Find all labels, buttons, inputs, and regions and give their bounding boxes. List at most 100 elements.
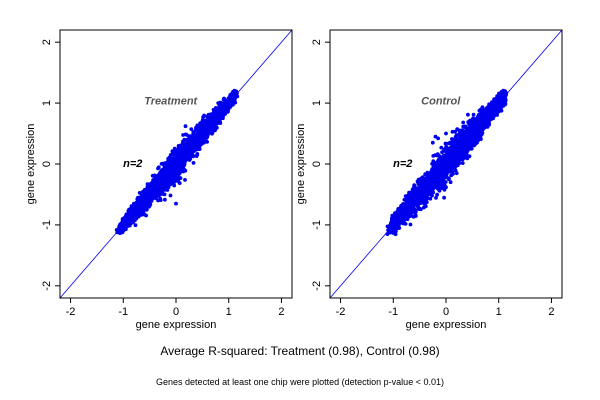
data-point — [416, 177, 421, 182]
data-point — [443, 141, 448, 146]
data-point — [457, 132, 462, 136]
data-point — [144, 213, 149, 218]
data-point — [430, 161, 434, 166]
data-point — [442, 195, 446, 200]
data-point — [433, 169, 438, 174]
data-point — [453, 154, 458, 159]
data-point — [428, 171, 433, 176]
data-point — [139, 199, 144, 204]
data-point — [473, 142, 477, 147]
data-point — [484, 121, 488, 125]
data-point — [134, 216, 139, 221]
data-point — [389, 225, 394, 230]
sample-size-label: n=2 — [393, 158, 412, 170]
data-point — [202, 130, 207, 135]
data-point — [405, 204, 410, 208]
x-axis-label: gene expression — [406, 319, 487, 331]
data-point — [197, 147, 202, 152]
data-point — [394, 229, 398, 234]
data-point — [152, 173, 157, 178]
data-point — [471, 123, 475, 127]
data-point — [162, 164, 167, 169]
data-point — [163, 197, 167, 202]
outlier-point — [158, 171, 163, 176]
data-point — [133, 212, 138, 216]
data-point — [402, 207, 407, 212]
data-point — [419, 188, 424, 193]
data-point — [465, 147, 469, 152]
data-point — [424, 200, 429, 205]
data-point — [213, 122, 218, 127]
data-point — [471, 126, 475, 131]
data-point — [471, 112, 476, 117]
data-point — [200, 126, 205, 131]
data-point — [218, 121, 223, 125]
data-point — [180, 141, 185, 146]
data-point — [218, 113, 223, 118]
data-point — [177, 159, 182, 164]
data-point — [460, 161, 465, 166]
data-point — [450, 166, 454, 171]
data-point — [168, 169, 173, 174]
data-point — [417, 197, 421, 202]
data-point — [503, 99, 508, 103]
data-point — [209, 115, 214, 119]
data-point — [478, 117, 483, 122]
data-point — [427, 181, 432, 186]
x-tick-label: 2 — [278, 306, 284, 318]
data-point — [148, 202, 153, 207]
y-axis-label: gene expression — [295, 124, 307, 205]
outlier-point — [195, 153, 200, 157]
data-point — [163, 178, 168, 183]
outlier-point — [174, 201, 178, 206]
data-point — [181, 149, 186, 154]
data-point — [449, 141, 454, 146]
data-point — [395, 219, 399, 224]
data-point — [154, 178, 159, 182]
y-axis-label: gene expression — [25, 124, 37, 205]
data-point — [153, 189, 158, 193]
data-point — [191, 161, 196, 165]
data-point — [442, 149, 446, 153]
data-point — [388, 228, 393, 233]
data-points — [385, 88, 509, 237]
data-point — [480, 108, 484, 113]
y-tick-label: 2 — [41, 39, 53, 45]
data-point — [399, 209, 403, 214]
data-point — [417, 206, 421, 211]
data-point — [465, 130, 470, 134]
data-point — [430, 186, 435, 191]
panel-title: Control — [421, 95, 461, 107]
data-point — [434, 185, 439, 189]
data-point — [435, 176, 440, 181]
data-point — [178, 176, 183, 181]
data-point — [472, 119, 476, 123]
data-point — [405, 207, 410, 212]
data-point — [454, 171, 459, 176]
data-point — [407, 197, 411, 202]
data-point — [191, 133, 196, 138]
data-point — [403, 194, 408, 199]
y-tick-label: 0 — [41, 161, 53, 167]
data-point — [189, 127, 194, 131]
data-point — [436, 158, 441, 163]
data-points — [114, 88, 240, 236]
data-point — [495, 113, 499, 117]
data-point — [453, 129, 457, 134]
data-point — [446, 154, 450, 159]
outlier-point — [438, 180, 443, 185]
data-point — [424, 191, 429, 196]
data-point — [222, 96, 226, 101]
data-point — [181, 153, 186, 158]
x-tick-label: 0 — [173, 306, 179, 318]
x-tick-label: 0 — [443, 306, 449, 318]
data-point — [191, 154, 196, 159]
data-point — [423, 172, 428, 177]
x-axis-label: gene expression — [136, 319, 217, 331]
data-point — [461, 120, 466, 125]
data-point — [178, 169, 183, 174]
data-point — [448, 180, 453, 185]
data-point — [135, 200, 139, 205]
